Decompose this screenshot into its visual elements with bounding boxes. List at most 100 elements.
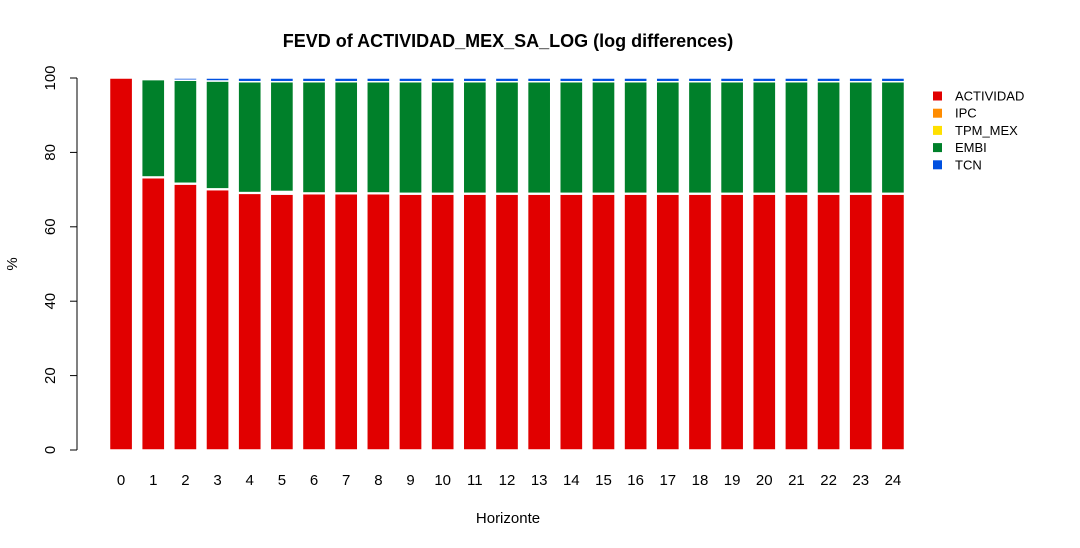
- bar-segment-embi-18: [687, 80, 713, 195]
- bar-segment-tcn-4: [237, 77, 263, 83]
- bar-segment-actividad-22: [816, 193, 841, 451]
- bar-segment-tcn-9: [398, 77, 423, 83]
- y-axis-label: %: [4, 257, 21, 270]
- bar-segment-embi-9: [398, 80, 423, 195]
- bar-segment-tcn-7: [333, 77, 359, 83]
- bar-segment-tcn-11: [462, 77, 488, 83]
- bar-segment-embi-4: [237, 80, 263, 194]
- x-tick-label: 3: [213, 472, 221, 489]
- x-tick-label: 13: [531, 472, 548, 489]
- bar-segment-tcn-10: [430, 77, 456, 83]
- y-tick-label: 100: [42, 65, 59, 90]
- bar-segment-tcn-1: [140, 77, 166, 81]
- bar-segment-tcn-22: [816, 77, 841, 83]
- legend-label-ipc: IPC: [955, 106, 977, 121]
- y-tick-label: 0: [42, 446, 59, 454]
- bar-segment-tcn-3: [205, 77, 230, 82]
- x-tick-label: 5: [278, 472, 286, 489]
- x-tick-label: 7: [342, 472, 350, 489]
- bar-segment-tcn-12: [494, 77, 520, 83]
- bar-segment-actividad-16: [623, 193, 648, 451]
- bar-segment-embi-14: [558, 80, 584, 195]
- x-tick-label: 18: [692, 472, 709, 489]
- legend: ACTIVIDAD IPC TPM_MEX EMBI TCN: [933, 89, 1024, 172]
- bar-segment-embi-21: [784, 80, 809, 195]
- y-tick-label: 80: [42, 144, 59, 161]
- x-tick-label: 16: [627, 472, 644, 489]
- bar-segment-tcn-8: [366, 77, 391, 83]
- bar-segment-actividad-18: [687, 193, 713, 451]
- bar-segment-tcn-21: [784, 77, 809, 83]
- bar-segment-embi-22: [816, 80, 841, 195]
- bar-segment-actividad-4: [237, 192, 263, 451]
- x-tick-label: 10: [434, 472, 451, 489]
- bar-segment-actividad-12: [494, 193, 520, 451]
- y-axis: 0 20 40 60 80 100: [42, 65, 78, 454]
- bar-segment-actividad-8: [366, 192, 391, 451]
- x-tick-label: 8: [374, 472, 382, 489]
- x-tick-label: 0: [117, 472, 125, 489]
- bar-segment-actividad-10: [430, 193, 456, 451]
- bar-segment-embi-16: [623, 80, 648, 195]
- bar-segment-embi-1: [140, 78, 166, 178]
- bar-segment-actividad-11: [462, 193, 488, 451]
- bar-segment-tcn-24: [880, 77, 906, 83]
- bar-segment-actividad-0: [108, 77, 134, 451]
- x-tick-label: 22: [820, 472, 837, 489]
- bar-segment-tcn-23: [848, 77, 874, 83]
- bar-segment-embi-20: [751, 80, 777, 195]
- legend-swatch-embi: [933, 143, 942, 153]
- bar-segment-embi-12: [494, 80, 520, 195]
- y-tick-label: 60: [42, 218, 59, 235]
- x-tick-label: 21: [788, 472, 805, 489]
- x-tick-label: 6: [310, 472, 318, 489]
- bar-segment-embi-6: [301, 80, 327, 194]
- bar-segment-tcn-6: [301, 77, 327, 83]
- bar-segment-embi-8: [366, 80, 391, 194]
- bar-segment-embi-2: [173, 79, 198, 185]
- x-axis-label: Horizonte: [476, 510, 540, 527]
- bar-segment-actividad-14: [558, 193, 584, 451]
- bars: [108, 77, 906, 451]
- x-tick-label: 23: [852, 472, 869, 489]
- legend-swatch-actividad: [933, 91, 942, 101]
- bar-segment-embi-13: [526, 80, 552, 195]
- bar-segment-tcn-16: [623, 77, 648, 83]
- x-tick-label: 1: [149, 472, 157, 489]
- bar-segment-embi-10: [430, 80, 456, 195]
- bar-segment-embi-5: [269, 80, 295, 193]
- bar-segment-tcn-18: [687, 77, 713, 83]
- legend-label-tcn: TCN: [955, 157, 982, 172]
- x-tick-label: 4: [246, 472, 254, 489]
- bar-segment-actividad-15: [591, 193, 616, 451]
- x-tick-label: 19: [724, 472, 741, 489]
- legend-swatch-tpm_mex: [933, 125, 942, 135]
- y-tick-label: 20: [42, 367, 59, 384]
- bar-segment-tcn-13: [526, 77, 552, 83]
- legend-label-tpm_mex: TPM_MEX: [955, 123, 1018, 138]
- bar-segment-embi-23: [848, 80, 874, 195]
- y-tick-label: 40: [42, 293, 59, 310]
- bar-segment-actividad-21: [784, 193, 809, 451]
- bar-segment-actividad-24: [880, 193, 906, 451]
- bar-segment-tcn-17: [655, 77, 681, 83]
- x-tick-label: 11: [467, 472, 483, 489]
- bar-segment-actividad-5: [269, 193, 295, 451]
- bar-segment-tcn-5: [269, 77, 295, 83]
- bar-segment-actividad-3: [205, 188, 230, 451]
- bar-segment-tcn-19: [719, 77, 745, 83]
- x-tick-label: 24: [885, 472, 902, 489]
- bar-segment-embi-24: [880, 80, 906, 195]
- bar-segment-actividad-13: [526, 193, 552, 451]
- bar-segment-actividad-2: [173, 183, 198, 451]
- bar-segment-tcn-2: [173, 77, 198, 81]
- bar-segment-embi-17: [655, 80, 681, 195]
- bar-segment-actividad-19: [719, 193, 745, 451]
- x-axis-labels: 0 1 2 3 4 5 6 7 8 9 10 11 12 13 14 15 16 17 18 19 20 21 22 23 24: [117, 472, 901, 489]
- x-tick-label: 20: [756, 472, 773, 489]
- bar-segment-tcn-15: [591, 77, 616, 83]
- bar-segment-embi-3: [205, 80, 230, 190]
- bar-segment-actividad-23: [848, 193, 874, 451]
- x-tick-label: 14: [563, 472, 580, 489]
